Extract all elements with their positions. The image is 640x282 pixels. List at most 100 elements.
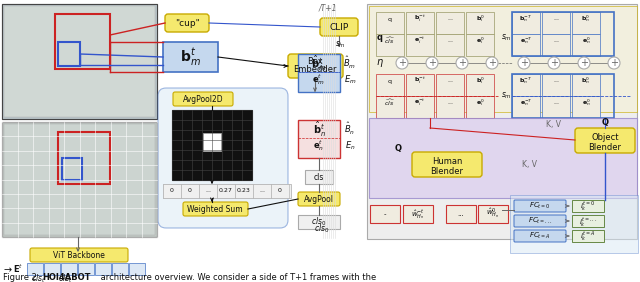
Bar bbox=[129, 263, 145, 275]
Text: architecture overview. We consider a side of T+1 frames with the: architecture overview. We consider a sid… bbox=[98, 274, 376, 282]
Text: $\mathbf{b}_n^{0}$: $\mathbf{b}_n^{0}$ bbox=[582, 14, 591, 25]
Bar bbox=[163, 42, 218, 72]
Bar bbox=[436, 74, 464, 96]
Text: /T+1: /T+1 bbox=[319, 3, 337, 12]
Text: $\hat{\mathbf{b}}_n^t$: $\hat{\mathbf{b}}_n^t$ bbox=[312, 119, 326, 139]
Bar bbox=[112, 263, 128, 275]
Text: Figure 2:: Figure 2: bbox=[3, 274, 42, 282]
Bar bbox=[572, 74, 600, 96]
Text: $\widehat{cls}$: $\widehat{cls}$ bbox=[384, 98, 396, 108]
Bar bbox=[95, 263, 111, 275]
Text: HOI4ABOT: HOI4ABOT bbox=[42, 274, 90, 282]
Text: 0.23: 0.23 bbox=[237, 188, 251, 193]
Text: +: + bbox=[610, 58, 618, 68]
Text: $\mathbf{b}_n^{0}$: $\mathbf{b}_n^{0}$ bbox=[582, 76, 591, 86]
Bar bbox=[512, 96, 540, 118]
Bar bbox=[478, 205, 508, 223]
Text: ViT Backbone: ViT Backbone bbox=[53, 250, 105, 259]
FancyBboxPatch shape bbox=[183, 202, 248, 216]
Bar bbox=[542, 74, 570, 96]
Bar bbox=[62, 158, 82, 180]
Bar bbox=[2, 122, 157, 237]
Circle shape bbox=[396, 57, 408, 69]
Text: $\widehat{cls}$: $\widehat{cls}$ bbox=[384, 36, 396, 46]
Bar bbox=[436, 96, 464, 118]
Bar bbox=[406, 34, 434, 56]
FancyBboxPatch shape bbox=[514, 230, 566, 242]
Bar bbox=[406, 74, 434, 96]
Bar bbox=[572, 215, 604, 227]
Text: $i_k^{t=0}$: $i_k^{t=0}$ bbox=[580, 199, 596, 213]
FancyBboxPatch shape bbox=[30, 248, 128, 262]
Bar bbox=[298, 215, 340, 229]
Text: $\mathbf{b}_m^t$: $\mathbf{b}_m^t$ bbox=[180, 46, 200, 68]
Text: 0.27: 0.27 bbox=[219, 188, 233, 193]
FancyBboxPatch shape bbox=[412, 152, 482, 177]
Text: Human: Human bbox=[432, 157, 462, 166]
FancyBboxPatch shape bbox=[298, 192, 340, 206]
Text: $\mathbf{e}_n^{-T}$: $\mathbf{e}_n^{-T}$ bbox=[520, 36, 532, 47]
FancyBboxPatch shape bbox=[320, 18, 358, 36]
FancyBboxPatch shape bbox=[173, 92, 233, 106]
Text: $\mathbf{e}_m^t$: $\mathbf{e}_m^t$ bbox=[312, 72, 326, 87]
Text: $FC_{t=A}$: $FC_{t=A}$ bbox=[529, 231, 551, 241]
Bar bbox=[163, 184, 181, 198]
Text: $\hat{B}_m$: $\hat{B}_m$ bbox=[344, 55, 356, 71]
Bar bbox=[572, 230, 604, 242]
Text: Blender: Blender bbox=[589, 142, 621, 151]
Text: $\mathbf{e}_i^{0}$: $\mathbf{e}_i^{0}$ bbox=[476, 98, 484, 108]
Bar bbox=[4, 124, 155, 235]
Bar bbox=[181, 184, 199, 198]
Text: $\mathbf{b}_i^{-t}$: $\mathbf{b}_i^{-t}$ bbox=[414, 76, 426, 86]
Text: +: + bbox=[550, 58, 558, 68]
Bar bbox=[367, 4, 637, 239]
Bar bbox=[436, 34, 464, 56]
Bar bbox=[61, 263, 77, 275]
Bar bbox=[58, 42, 80, 66]
Text: Object: Object bbox=[591, 133, 619, 142]
Text: ...: ... bbox=[447, 17, 453, 21]
Text: CLIP: CLIP bbox=[330, 23, 349, 32]
Bar bbox=[572, 34, 600, 56]
Circle shape bbox=[608, 57, 620, 69]
Text: +: + bbox=[428, 58, 436, 68]
Text: K, V: K, V bbox=[545, 120, 561, 129]
Bar bbox=[58, 132, 110, 184]
Text: $\rightarrow$: $\rightarrow$ bbox=[2, 264, 14, 274]
Bar bbox=[466, 12, 494, 34]
Text: $\hat{w}_{H_n}^{0}$: $\hat{w}_{H_n}^{0}$ bbox=[486, 207, 500, 221]
Bar bbox=[217, 184, 235, 198]
Bar bbox=[542, 96, 570, 118]
Text: ...: ... bbox=[553, 17, 559, 21]
Text: Box: Box bbox=[307, 58, 323, 67]
Text: $\mathit{cls}_t$: $\mathit{cls}_t$ bbox=[31, 273, 45, 282]
Text: Weighted Sum: Weighted Sum bbox=[187, 204, 243, 213]
Circle shape bbox=[548, 57, 560, 69]
Text: Q: Q bbox=[602, 118, 609, 127]
Text: 0: 0 bbox=[188, 188, 192, 193]
Bar bbox=[572, 200, 604, 212]
Text: ...: ... bbox=[553, 78, 559, 83]
Bar bbox=[572, 12, 600, 34]
Text: +: + bbox=[458, 58, 466, 68]
Text: ...: ... bbox=[447, 78, 453, 83]
FancyBboxPatch shape bbox=[575, 128, 635, 153]
Bar bbox=[2, 4, 157, 119]
Text: ...: ... bbox=[553, 100, 559, 105]
Text: $\mathbf{e}_n^{0}$: $\mathbf{e}_n^{0}$ bbox=[582, 98, 590, 108]
Bar bbox=[376, 74, 404, 96]
Text: ...: ... bbox=[447, 100, 453, 105]
Text: +: + bbox=[398, 58, 406, 68]
Text: $FC_{t=...}$: $FC_{t=...}$ bbox=[527, 216, 552, 226]
Bar bbox=[203, 133, 221, 151]
Text: AvgPool: AvgPool bbox=[304, 195, 334, 204]
Text: $\mathbf{b}_n^{-T}$: $\mathbf{b}_n^{-T}$ bbox=[520, 76, 532, 86]
Text: $FC_{t=0}$: $FC_{t=0}$ bbox=[529, 201, 551, 211]
Text: +: + bbox=[488, 58, 496, 68]
Text: $E_n$: $E_n$ bbox=[345, 140, 355, 152]
FancyBboxPatch shape bbox=[514, 215, 566, 227]
Text: "cup": "cup" bbox=[175, 19, 200, 28]
Bar bbox=[172, 110, 252, 180]
Bar bbox=[512, 74, 614, 118]
Bar bbox=[305, 170, 333, 184]
